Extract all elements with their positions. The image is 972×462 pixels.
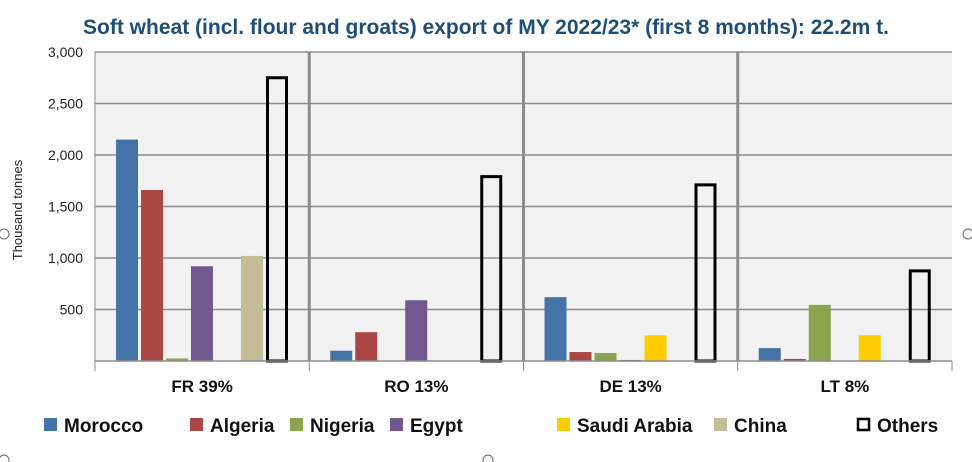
legend-label: Others [877,416,938,437]
bar-morocco [330,350,353,361]
bar-egypt [191,266,213,361]
legend-swatch [44,418,57,431]
legend-swatch [290,418,303,431]
legend-label: Morocco [64,416,143,437]
legend-swatch [190,418,203,431]
y-tick-label: 3,000 [48,44,83,60]
legend-label: Algeria [210,416,275,437]
legend-label: Saudi Arabia [577,416,693,437]
legend-label: Nigeria [310,416,375,437]
bar-morocco [116,139,138,361]
bar-egypt [405,300,428,361]
y-tick-label: 2,500 [48,96,83,112]
bar-saudi-arabia [644,335,667,361]
bar-saudi-arabia [858,335,881,361]
bar-morocco [758,348,781,361]
x-tick-label: FR 39% [171,377,232,396]
bar-china [241,255,263,361]
bar-algeria [141,190,163,361]
legend-label: Egypt [410,416,463,437]
legend-label: China [734,416,787,437]
legend-swatch [390,418,403,431]
resize-handle[interactable] [0,228,10,240]
y-tick-label: 1,000 [48,250,83,266]
y-tick-label: 2,000 [48,147,83,163]
bar-morocco [544,297,567,361]
bar-algeria [783,358,806,361]
resize-handle[interactable] [0,454,10,462]
bar-algeria [569,352,592,361]
resize-handle[interactable] [482,454,494,462]
x-tick-label: LT 8% [820,377,869,396]
bar-nigeria [594,352,617,361]
resize-handle[interactable] [962,228,972,240]
legend-swatch [714,418,727,431]
y-tick-label: 1,500 [48,199,83,215]
y-axis-label: Thousand tonnes [10,159,25,260]
chart-title: Soft wheat (incl. flour and groats) expo… [83,16,889,39]
x-tick-label: DE 13% [599,377,661,396]
bar-nigeria [166,358,188,361]
y-tick-label: 500 [60,302,84,318]
legend-swatch [856,417,871,432]
x-tick-label: RO 13% [384,377,448,396]
bar-nigeria [808,304,831,361]
legend-swatch [557,418,570,431]
bar-algeria [355,332,378,361]
